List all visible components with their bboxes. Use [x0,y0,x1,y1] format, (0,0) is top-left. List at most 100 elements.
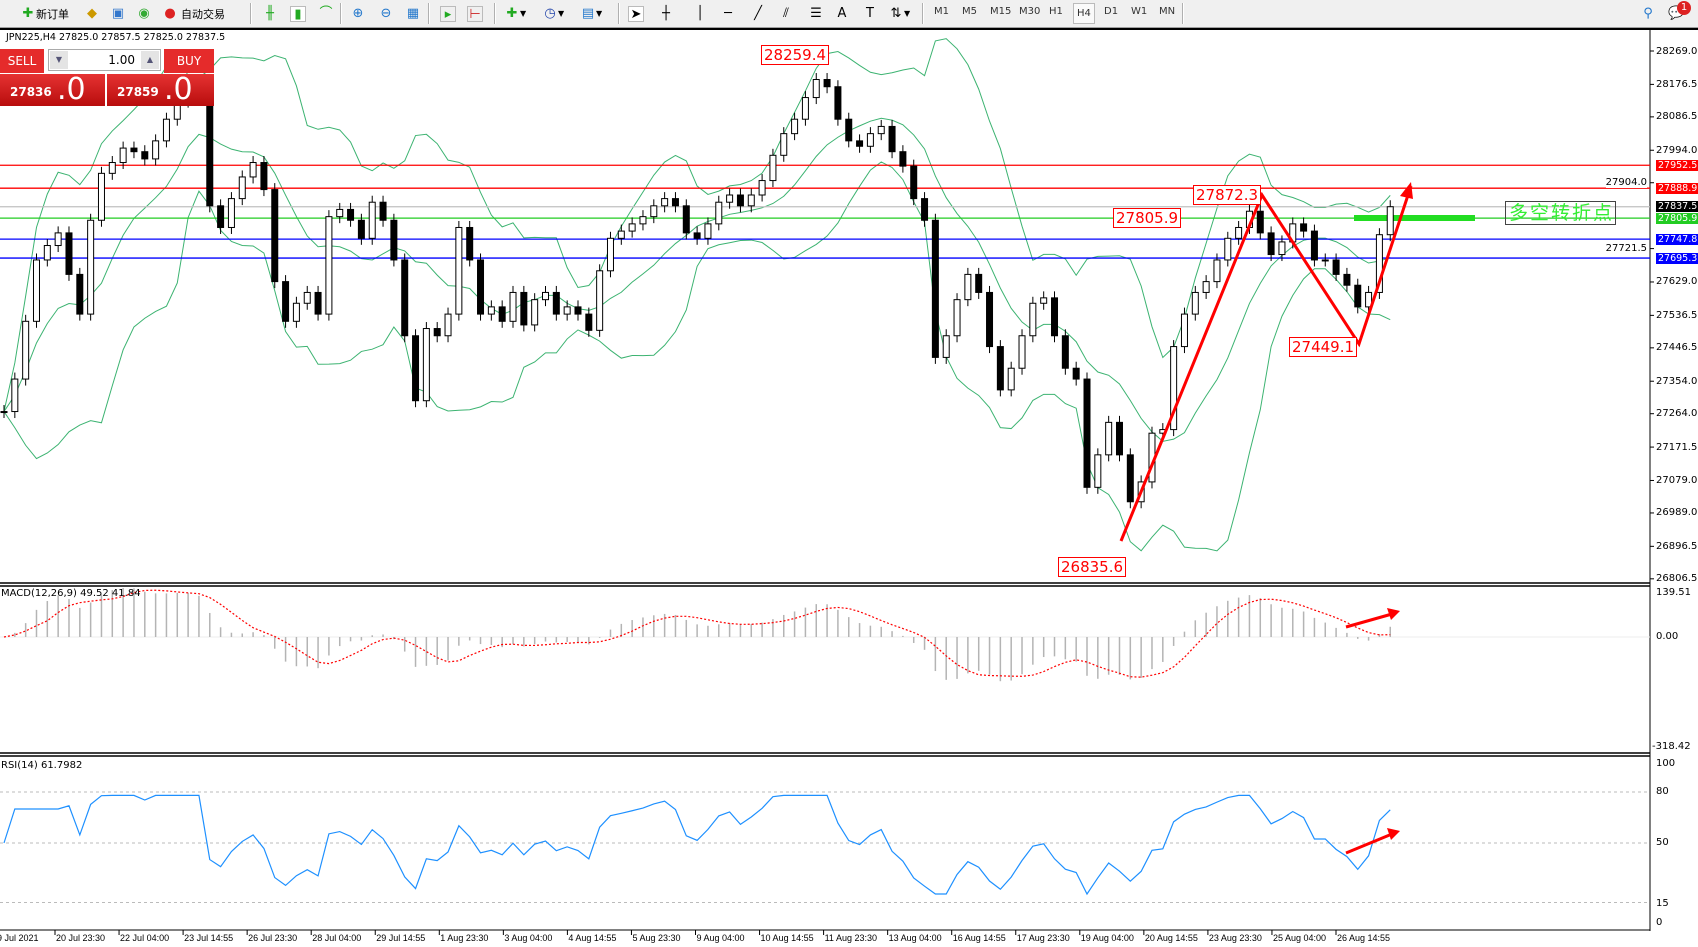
candle-body [617,230,625,239]
separator [618,3,620,24]
timeframe-m5[interactable]: M5 [962,6,977,17]
text-label-icon: T [866,5,874,21]
candle-body [791,118,799,135]
candle-body [422,328,430,402]
candle-body [1224,237,1232,261]
market-watch-button[interactable]: ◆ [84,3,100,24]
decrease-lot-icon[interactable]: ▼ [50,51,68,69]
candle-body [141,151,149,160]
candle-body [1191,291,1199,315]
signals-button[interactable]: ◉ [136,3,152,24]
line-chart-button[interactable]: ⌒ [318,3,334,24]
candle-body [1321,259,1329,262]
date-tick-label: 20 Jul 23:30 [56,933,106,943]
search-icon: ⚲ [1643,5,1653,21]
increase-lot-icon[interactable]: ▲ [141,51,159,69]
buy-price[interactable]: 27859 .0 [107,74,214,106]
text-label-button[interactable]: T [862,3,878,24]
price-tick-label: 27994.0 [1656,144,1698,156]
pivot-text-label[interactable]: 多空转折点 [1505,201,1616,225]
candle-body [758,180,766,196]
notifications-button[interactable]: 💬 1 [1668,1,1691,24]
candle-body [1180,313,1188,348]
date-tick-label: 19 Aug 04:00 [1080,933,1134,943]
timeframe-m15[interactable]: M15 [990,6,1012,17]
price-level-label: 27695.3 [1656,252,1698,264]
timeframe-m1[interactable]: M1 [934,6,949,17]
timeframe-m30[interactable]: M30 [1019,6,1041,17]
level-annotation[interactable]: 27805.9 [1113,208,1182,228]
template-icon: ▤ [581,5,595,21]
zoom-out-button[interactable]: ⊖ [378,3,394,24]
new-order-button[interactable]: ✚ 新订单 [20,3,69,24]
gold-bars-icon: ◆ [87,5,97,21]
templates-button[interactable]: ▤ ▼ [580,3,602,24]
bar-chart-button[interactable]: ╫ [262,3,278,24]
zoom-out-icon: ⊖ [380,5,392,21]
buy-button[interactable]: BUY [164,49,214,73]
price-tick-label: 27354.0 [1656,375,1698,387]
timeframe-h4[interactable]: H4 [1073,3,1095,24]
trendline-button[interactable]: ╱ [750,3,766,24]
timeframe-mn[interactable]: MN [1159,6,1176,17]
sell-price-pips: .0 [57,72,86,107]
date-tick-label: 22 Jul 04:00 [120,933,170,943]
text-button[interactable]: A [834,3,850,24]
vertical-line-button[interactable]: │ [692,3,708,24]
candle-body [650,205,658,218]
fibonacci-button[interactable]: ☰ [808,3,824,24]
search-button[interactable]: ⚲ [1640,3,1656,24]
vertical-line-icon: │ [696,5,704,21]
crosshair-button[interactable]: ┼ [658,3,674,24]
timeframe-d1[interactable]: D1 [1104,6,1119,17]
candle-body [1235,226,1243,239]
periods-button[interactable]: ◷ ▼ [542,3,564,24]
autoscroll-button[interactable]: ▸ [440,3,456,24]
candle-body [877,125,885,135]
candle-body [152,140,160,160]
sell-price[interactable]: 27836 .0 [0,74,105,106]
separator [340,3,342,24]
price-level-label: 27837.5 [1656,201,1698,213]
candlestick-button[interactable]: ▮ [290,3,306,24]
candle-body [1375,234,1383,293]
swing-low-annotation[interactable]: 27449.1 [1289,337,1358,357]
horizontal-line-button[interactable]: ─ [720,3,736,24]
timeframe-h1[interactable]: H1 [1049,6,1063,17]
low-annotation[interactable]: 26835.6 [1058,557,1127,577]
candle-body [1051,297,1059,337]
navigator-button[interactable]: ▣ [110,3,126,24]
sell-button[interactable]: SELL [0,49,44,73]
date-tick-label: 9 Aug 04:00 [696,933,745,943]
cursor-button[interactable]: ➤ [628,3,644,24]
lot-size-stepper[interactable]: ▼ 1.00 ▲ [48,49,161,71]
separator [250,3,252,24]
macd-axis-zero: 0.00 [1656,631,1679,642]
chart-shift-button[interactable]: ⊢ [467,3,483,24]
indicators-button[interactable]: ✚ ▼ [504,3,527,24]
arrows-button[interactable]: ⇅ ▼ [888,3,911,24]
timeframe-w1[interactable]: W1 [1131,6,1148,17]
candle-body [726,194,734,203]
tile-windows-button[interactable]: ▦ [405,3,421,24]
candle-body [1202,281,1210,293]
candle-body [206,97,214,207]
candle-body [1094,454,1102,488]
price-tick-label: 27629.0 [1656,276,1698,288]
candle-body [942,335,950,358]
bollinger-upper [3,38,1391,412]
equidistant-channel-button[interactable]: ⫽ [778,3,794,24]
candle-body [639,216,647,225]
price-tick-label: 26806.5 [1656,573,1698,585]
high-annotation[interactable]: 28259.4 [761,45,830,65]
zoom-in-button[interactable]: ⊕ [350,3,366,24]
candle-body [1126,454,1134,503]
swing-high-annotation[interactable]: 27872.3 [1193,185,1262,205]
chart-title: JPN225,H4 27825.0 27857.5 27825.0 27837.… [6,32,226,43]
auto-trading-button[interactable]: ● 自动交易 [162,3,225,24]
add-indicator-icon: ✚ [506,5,518,21]
date-tick-label: 11 Aug 23:30 [824,933,877,943]
lot-size-value[interactable]: 1.00 [108,53,135,67]
candle-body [390,219,398,261]
